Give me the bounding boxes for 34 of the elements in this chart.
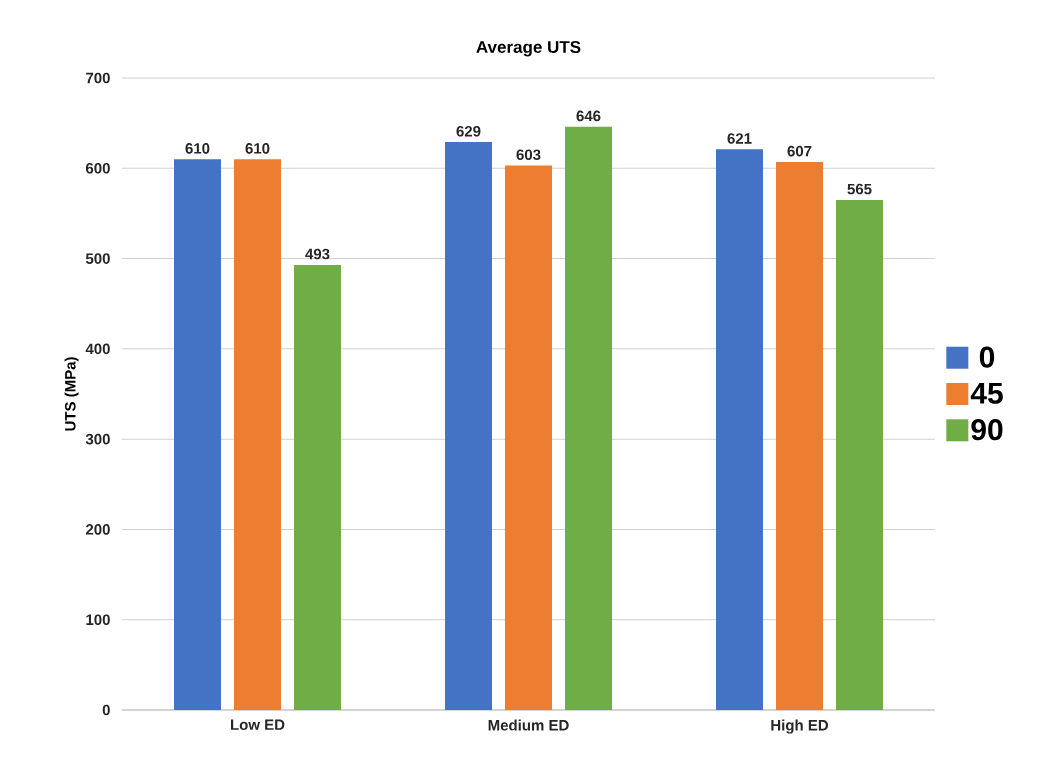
data-label: 565 — [847, 183, 872, 195]
bar — [836, 199, 884, 710]
y-axis-title: UTS (MPa) — [64, 357, 79, 431]
y-tick-label: 200 — [85, 524, 110, 535]
data-label: 493 — [305, 248, 330, 260]
bar — [234, 159, 281, 710]
bar — [565, 126, 612, 710]
data-label: 610 — [245, 143, 270, 154]
data-label: 610 — [185, 143, 210, 154]
data-label: 646 — [576, 110, 601, 122]
data-label: 603 — [516, 149, 541, 161]
legend-label: 45 — [970, 382, 1003, 404]
y-tick-label: 400 — [85, 343, 110, 355]
bar — [716, 149, 763, 710]
y-tick-label: 0 — [102, 704, 110, 716]
data-label: 621 — [727, 133, 752, 144]
chart-title: Average UTS — [476, 40, 581, 57]
legend-label: 0 — [979, 346, 995, 368]
y-tick-label: 500 — [85, 253, 110, 264]
bar — [505, 165, 552, 710]
x-tick-label: High ED — [771, 719, 829, 734]
x-tick-label: Medium ED — [488, 719, 569, 731]
x-tick-label: Low ED — [231, 719, 285, 730]
y-tick-label: 600 — [85, 162, 110, 174]
bar — [445, 142, 492, 710]
y-tick-label: 700 — [86, 72, 110, 84]
data-label: 607 — [787, 145, 812, 157]
data-label: 629 — [456, 125, 481, 137]
legend-label: 90 — [971, 419, 1003, 441]
bar — [776, 161, 824, 710]
bar — [294, 264, 341, 710]
bar — [174, 159, 221, 710]
y-tick-label: 300 — [85, 433, 110, 445]
y-tick-label: 100 — [86, 614, 110, 626]
